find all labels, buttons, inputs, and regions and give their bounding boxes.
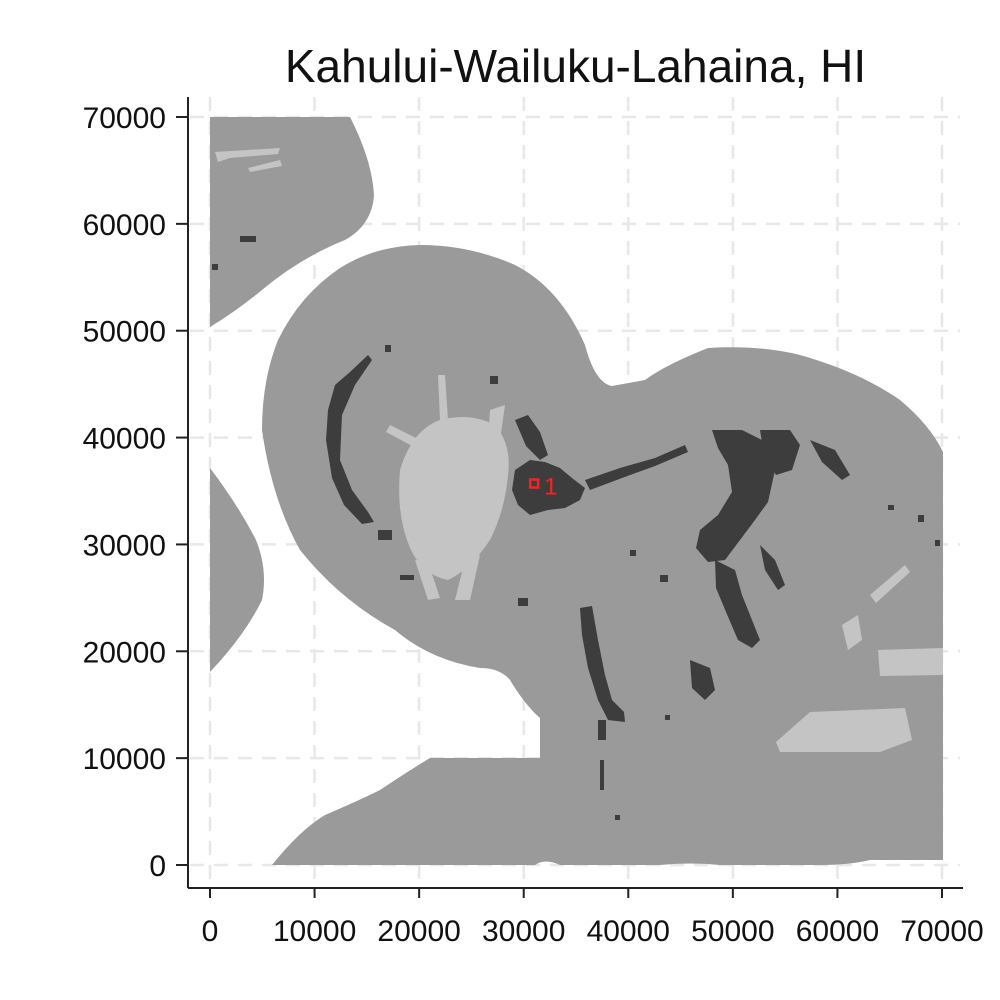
highland-ridge-1 xyxy=(438,375,448,420)
land-main xyxy=(262,245,943,865)
x-tick-label-4: 40000 xyxy=(587,915,670,948)
axes xyxy=(187,97,963,889)
highland-layer xyxy=(215,148,943,752)
highland-east-strip xyxy=(870,565,910,603)
highland-southeast-1 xyxy=(776,708,912,752)
chart-title: Kahului-Wailuku-Lahaina, HI xyxy=(284,40,867,92)
y-tick-label-5: 50000 xyxy=(83,316,166,349)
y-tick-label-4: 40000 xyxy=(83,423,166,456)
land-west xyxy=(210,468,264,672)
highland-northwest-strip-2 xyxy=(248,160,282,172)
highland-west-mountain xyxy=(399,416,509,580)
marker-point-0 xyxy=(528,478,540,489)
x-tick-label-3: 30000 xyxy=(482,915,565,948)
highland-southeast-2 xyxy=(878,648,943,676)
x-tick-label-0: 0 xyxy=(202,915,219,948)
highland-northwest-strip xyxy=(215,148,280,162)
x-axis-ticks: 0 10000 20000 30000 40000 50000 60000 70000 xyxy=(202,888,984,948)
y-tick-label-0: 0 xyxy=(149,850,166,883)
y-tick-label-3: 30000 xyxy=(83,529,166,562)
x-tick-label-5: 50000 xyxy=(691,915,774,948)
x-tick-label-6: 60000 xyxy=(796,915,879,948)
urban-north-arm xyxy=(515,415,548,460)
marker-label-0: 1 xyxy=(544,474,557,501)
urban-east-3 xyxy=(715,560,760,648)
highland-ridge-5 xyxy=(415,560,440,600)
urban-layer xyxy=(212,236,940,820)
x-tick-label-7: 70000 xyxy=(900,915,983,948)
markers: 1 xyxy=(528,474,558,501)
urban-east-2 xyxy=(760,430,800,475)
y-tick-label-1: 10000 xyxy=(83,743,166,776)
y-axis-ticks: 0 10000 20000 30000 40000 50000 60000 70000 xyxy=(83,102,188,883)
y-tick-label-7: 70000 xyxy=(83,102,166,135)
highland-southeast-3 xyxy=(842,615,862,650)
urban-dots-northwest xyxy=(212,236,256,270)
highland-ridge-3 xyxy=(386,425,420,448)
highland-ridge-4 xyxy=(455,555,480,600)
urban-central-cluster xyxy=(512,460,585,515)
urban-central-arm xyxy=(585,445,688,490)
urban-east-4 xyxy=(690,660,715,700)
urban-east-5 xyxy=(760,545,785,590)
y-tick-label-6: 60000 xyxy=(83,209,166,242)
highland-ridge-2 xyxy=(488,405,505,440)
urban-west-coast xyxy=(326,355,374,524)
urban-south-strip xyxy=(580,606,625,722)
x-tick-label-1: 10000 xyxy=(273,915,356,948)
y-tick-label-2: 20000 xyxy=(83,636,166,669)
urban-east-1 xyxy=(696,430,775,562)
x-tick-label-2: 20000 xyxy=(377,915,460,948)
urban-east-6 xyxy=(810,440,850,480)
